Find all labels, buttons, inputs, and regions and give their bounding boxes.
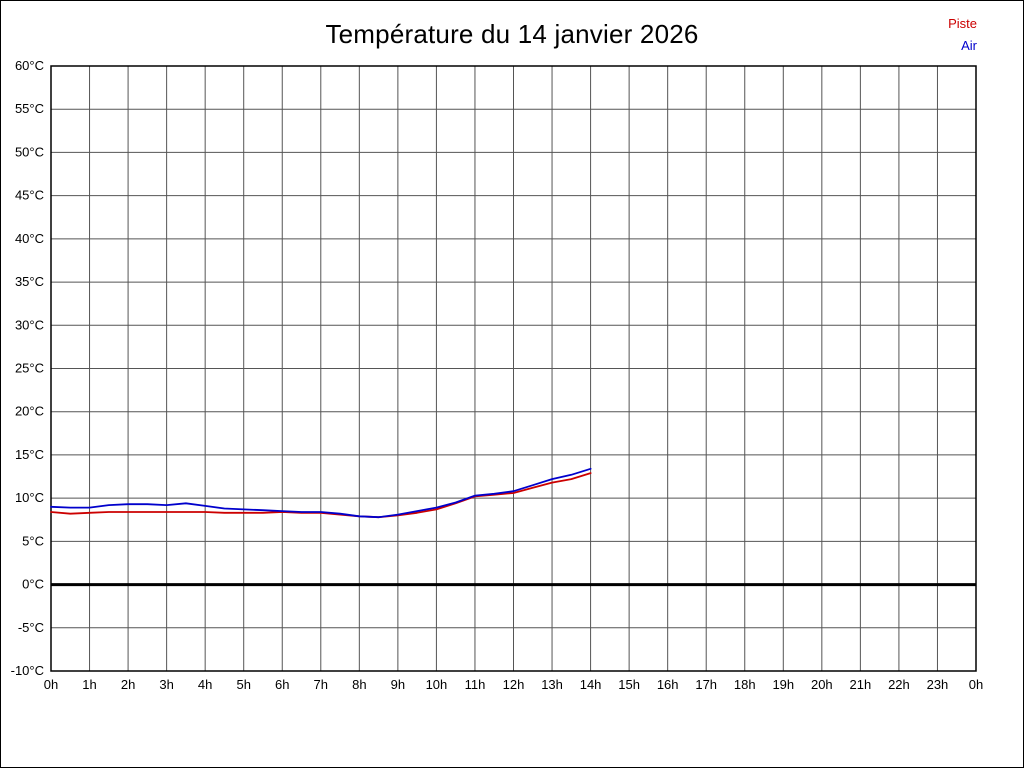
svg-text:6h: 6h (275, 677, 289, 692)
legend-item-air: Air (961, 38, 977, 53)
svg-text:-5°C: -5°C (18, 620, 44, 635)
svg-text:50°C: 50°C (15, 144, 44, 159)
svg-text:35°C: 35°C (15, 274, 44, 289)
chart-title: Température du 14 janvier 2026 (325, 19, 699, 49)
svg-text:23h: 23h (927, 677, 949, 692)
svg-text:14h: 14h (580, 677, 602, 692)
svg-text:2h: 2h (121, 677, 135, 692)
svg-text:30°C: 30°C (15, 317, 44, 332)
svg-text:8h: 8h (352, 677, 366, 692)
svg-text:13h: 13h (541, 677, 563, 692)
svg-text:21h: 21h (850, 677, 872, 692)
svg-text:16h: 16h (657, 677, 679, 692)
svg-text:17h: 17h (695, 677, 717, 692)
svg-text:20°C: 20°C (15, 404, 44, 419)
svg-text:0h: 0h (44, 677, 58, 692)
svg-text:18h: 18h (734, 677, 756, 692)
svg-text:11h: 11h (465, 677, 486, 692)
chart-legend: Piste Air (948, 13, 977, 57)
svg-text:5°C: 5°C (22, 533, 44, 548)
legend-item-piste: Piste (948, 16, 977, 31)
svg-text:15°C: 15°C (15, 447, 44, 462)
svg-text:10h: 10h (426, 677, 448, 692)
svg-text:15h: 15h (618, 677, 640, 692)
svg-text:55°C: 55°C (15, 101, 44, 116)
svg-text:25°C: 25°C (15, 361, 44, 376)
svg-text:3h: 3h (159, 677, 173, 692)
svg-text:7h: 7h (314, 677, 328, 692)
svg-text:-10°C: -10°C (11, 663, 44, 678)
svg-text:19h: 19h (772, 677, 794, 692)
svg-text:45°C: 45°C (15, 188, 44, 203)
svg-text:1h: 1h (82, 677, 96, 692)
svg-text:9h: 9h (391, 677, 405, 692)
svg-text:4h: 4h (198, 677, 212, 692)
svg-text:10°C: 10°C (15, 490, 44, 505)
svg-text:20h: 20h (811, 677, 833, 692)
svg-text:60°C: 60°C (15, 58, 44, 73)
svg-text:40°C: 40°C (15, 231, 44, 246)
svg-text:0°C: 0°C (22, 577, 44, 592)
svg-text:12h: 12h (503, 677, 525, 692)
svg-text:0h: 0h (969, 677, 983, 692)
svg-text:5h: 5h (236, 677, 250, 692)
svg-text:22h: 22h (888, 677, 910, 692)
